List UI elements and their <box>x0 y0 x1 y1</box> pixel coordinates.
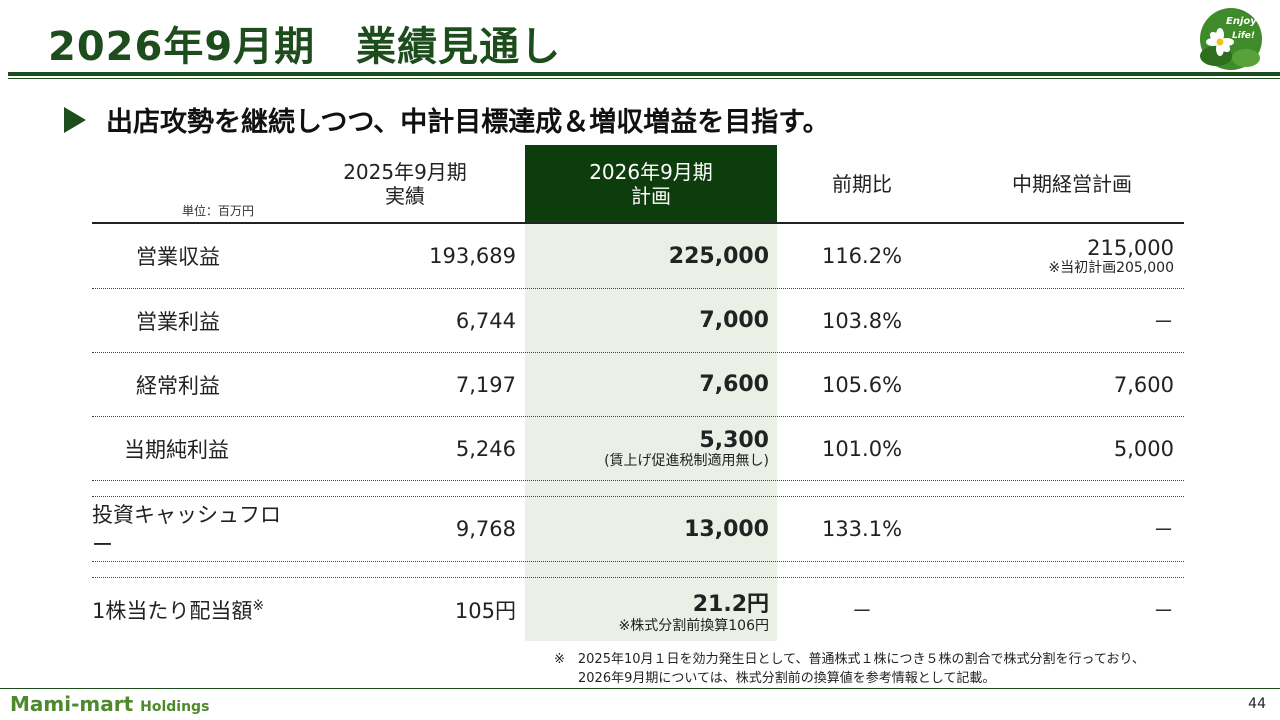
midterm-value: － <box>1153 518 1174 542</box>
slide-title: 2026年9月期 業績見通し <box>48 24 562 70</box>
unit-label: 単位：百万円 <box>182 204 255 218</box>
midterm-cell: 7,600 <box>972 353 1174 416</box>
header-actual-line1: 2025年9月期 <box>343 160 467 184</box>
header-plan-line2: 計画 <box>631 184 671 208</box>
actual-value: 6,744 <box>455 308 516 333</box>
midterm-value: － <box>1153 309 1174 334</box>
actual-value: 105円 <box>454 598 516 623</box>
row-label: 投資キャッシュフロー <box>92 503 281 557</box>
midterm-value: 7,600 <box>1113 372 1174 397</box>
midterm-note: ※当初計画205,000 <box>1048 260 1174 276</box>
header-midterm: 中期経営計画 <box>1012 172 1132 196</box>
midterm-value: 215,000 <box>1087 236 1174 260</box>
row-divider <box>92 561 1184 562</box>
row-divider <box>92 352 1184 353</box>
footnote-line1: ※ 2025年10月１日を効力発生日として、普通株式１株につき５株の割合で株式分… <box>554 652 1145 667</box>
footer-rule <box>0 688 1280 689</box>
row-label: 営業収益 <box>136 245 220 269</box>
plan-value: 7,000 <box>699 308 769 333</box>
header-rule <box>92 222 1184 224</box>
table-row: 営業利益 6,744 7,000 103.8% － <box>92 289 1184 352</box>
row-divider <box>92 496 1184 497</box>
table-row: 投資キャッシュフロー 9,768 13,000 133.1% － <box>92 497 1184 561</box>
subtitle: 出店攻勢を継続しつつ、中計目標達成＆増収増益を目指す。 <box>64 100 830 139</box>
footnote: ※ 2025年10月１日を効力発生日として、普通株式１株につき５株の割合で株式分… <box>554 650 1145 688</box>
enjoy-life-logo: Enjoy Life! <box>1200 8 1262 70</box>
actual-value: 5,246 <box>455 436 516 461</box>
plan-value: 21.2円 <box>692 591 769 617</box>
brand-name: Mami-mart <box>10 692 134 716</box>
ratio-value: － <box>851 598 873 623</box>
header-actual-line2: 実績 <box>385 184 425 208</box>
plan-note: ※株式分割前換算106円 <box>618 617 769 634</box>
plan-value: 225,000 <box>668 243 769 269</box>
logo-text-life: Life! <box>1232 31 1255 41</box>
ratio-value: 101.0% <box>821 436 903 461</box>
header-ratio: 前期比 <box>832 172 892 196</box>
header-plan: 2026年9月期 計画 <box>525 145 777 223</box>
ratio-value: 116.2% <box>821 244 903 268</box>
plan-value: 5,300 <box>699 428 769 453</box>
plan-note: (賃上げ促進税制適用無し) <box>604 453 769 469</box>
row-label-note-mark: ※ <box>252 597 265 614</box>
brand-suffix: Holdings <box>140 699 210 715</box>
title-underline-thin <box>8 78 1280 79</box>
actual-value: 9,768 <box>455 517 516 541</box>
subtitle-text: 出店攻勢を継続しつつ、中計目標達成＆増収増益を目指す。 <box>106 107 830 138</box>
plan-cell: 225,000 <box>526 224 769 288</box>
plan-cell: 7,000 <box>526 289 769 352</box>
plan-column-highlight <box>525 223 777 641</box>
footnote-line2: 2026年9月期については、株式分割前の換算値を参考情報として記載。 <box>578 671 996 686</box>
actual-value: 7,197 <box>455 372 516 397</box>
midterm-cell: 215,000 ※当初計画205,000 <box>972 224 1174 288</box>
table-row: 経常利益 7,197 7,600 105.6% 7,600 <box>92 353 1184 416</box>
row-divider <box>92 480 1184 481</box>
plan-value: 7,600 <box>699 372 769 397</box>
plan-cell: 21.2円 ※株式分割前換算106円 <box>526 578 769 641</box>
midterm-cell: － <box>972 578 1174 641</box>
row-label: 1株当たり配当額 ※ <box>92 578 292 641</box>
plan-value: 13,000 <box>684 516 769 542</box>
brand-logo: Mami-mart Holdings <box>10 692 209 716</box>
row-label-text: 1株当たり配当額 <box>92 598 253 623</box>
actual-value: 193,689 <box>429 244 516 268</box>
table-row: 営業収益 193,689 225,000 116.2% 215,000 ※当初計… <box>92 224 1184 288</box>
row-label: 当期純利益 <box>124 437 229 462</box>
ratio-value: 103.8% <box>821 308 903 333</box>
row-divider <box>92 288 1184 289</box>
midterm-cell: － <box>972 497 1174 561</box>
table-row: 1株当たり配当額 ※ 105円 21.2円 ※株式分割前換算106円 － － <box>92 578 1184 641</box>
header-actual: 2025年9月期 実績 <box>300 145 510 223</box>
logo-text-enjoy: Enjoy <box>1226 16 1257 27</box>
midterm-cell: － <box>972 289 1174 352</box>
midterm-value: － <box>1153 598 1174 623</box>
header-plan-line1: 2026年9月期 <box>589 160 713 184</box>
table-row: 当期純利益 5,246 5,300 (賃上げ促進税制適用無し) 101.0% 5… <box>92 417 1184 480</box>
plan-cell: 13,000 <box>526 497 769 561</box>
page-number: 44 <box>1248 696 1266 712</box>
title-underline <box>8 72 1280 76</box>
ratio-value: 133.1% <box>821 517 903 541</box>
ratio-value: 105.6% <box>821 372 903 397</box>
plan-cell: 7,600 <box>526 353 769 416</box>
midterm-value: 5,000 <box>1113 436 1174 461</box>
row-divider <box>92 416 1184 417</box>
triangle-bullet-icon <box>64 106 86 133</box>
midterm-cell: 5,000 <box>972 417 1174 480</box>
row-label: 経常利益 <box>136 373 220 398</box>
plan-cell: 5,300 (賃上げ促進税制適用無し) <box>526 417 769 480</box>
row-label: 営業利益 <box>136 309 220 334</box>
row-divider <box>92 577 1184 578</box>
